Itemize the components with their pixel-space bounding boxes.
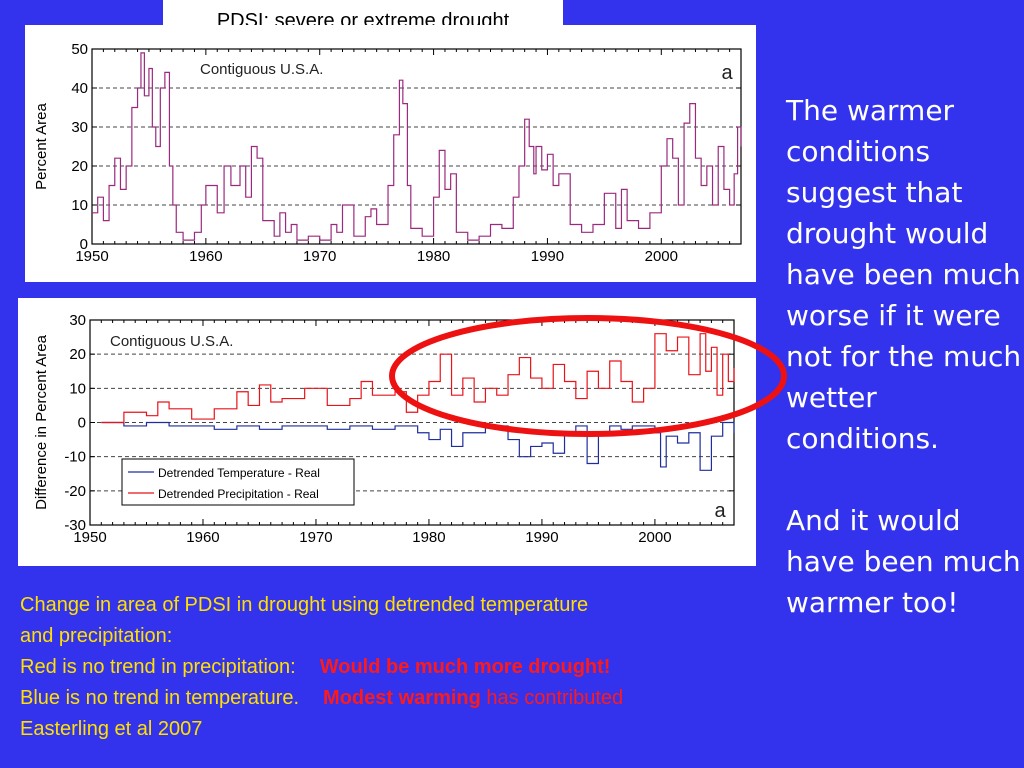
highlight-circle bbox=[389, 315, 787, 437]
x-tick-label: 2000 bbox=[638, 529, 671, 546]
y-tick-label: -30 bbox=[64, 517, 86, 534]
y-tick-label: -10 bbox=[64, 449, 86, 466]
caption-red-note: Red is no trend in precipitation: bbox=[20, 656, 296, 678]
y-tick-label: -20 bbox=[64, 483, 86, 500]
series-line-1 bbox=[101, 333, 735, 424]
y-tick-label: 10 bbox=[71, 197, 88, 214]
x-tick-label: 1970 bbox=[299, 529, 332, 546]
chart-panel-pdsi-area: 1950 1960 1970 1980 1990 2000 0 10 20 30 40 50 Perce… bbox=[25, 25, 756, 282]
panel-label: a bbox=[721, 62, 733, 84]
chart-annotation: Contiguous U.S.A. bbox=[110, 333, 233, 350]
figure-caption: Change in area of PDSI in drought using … bbox=[20, 590, 790, 745]
y-tick-label: 20 bbox=[69, 346, 86, 363]
y-tick-label: 30 bbox=[71, 119, 88, 136]
x-tick-label: 1970 bbox=[303, 248, 336, 265]
legend-label: Detrended Precipitation - Real bbox=[158, 487, 319, 501]
caption-line-2: and precipitation: bbox=[20, 625, 173, 647]
x-tick-label: 1990 bbox=[525, 529, 558, 546]
x-tick-label: 1990 bbox=[531, 248, 564, 265]
chart-annotation: Contiguous U.S.A. bbox=[200, 61, 323, 78]
legend-label: Detrended Temperature - Real bbox=[158, 466, 320, 480]
y-tick-label: 0 bbox=[78, 415, 86, 432]
caption-citation: Easterling et al 2007 bbox=[20, 718, 203, 740]
series-line-0 bbox=[101, 421, 735, 471]
legend-box bbox=[121, 458, 355, 506]
caption-blue-note: Blue is no trend in temperature. bbox=[20, 687, 300, 709]
x-tick-label: 1950 bbox=[73, 529, 106, 546]
series-line-0 bbox=[92, 52, 742, 241]
caption-modest-warming: Modest warming bbox=[323, 687, 481, 709]
y-axis-label: Percent Area bbox=[33, 102, 50, 189]
x-tick-label: 1960 bbox=[186, 529, 219, 546]
side-commentary: The warmer conditions suggest that droug… bbox=[786, 90, 1024, 623]
chart-svg-detrended-difference: 1950 1960 1970 1980 1990 2000 -30 -20 -10 0 10 20 30… bbox=[33, 312, 735, 546]
y-tick-label: 0 bbox=[80, 236, 88, 253]
x-tick-label: 1960 bbox=[189, 248, 222, 265]
y-tick-label: 20 bbox=[71, 158, 88, 175]
y-tick-label: 10 bbox=[69, 380, 86, 397]
side-text-warming: And it would have been much warmer too! bbox=[786, 504, 1021, 619]
y-tick-label: 30 bbox=[69, 312, 86, 329]
caption-line-1: Change in area of PDSI in drought using … bbox=[20, 594, 589, 616]
y-axis-label: Difference in Percent Area bbox=[33, 334, 50, 509]
caption-line-4: Blue is no trend in temperature. Modest w… bbox=[20, 683, 790, 714]
side-text-warmer: The warmer conditions suggest that droug… bbox=[786, 94, 1022, 455]
x-tick-label: 1950 bbox=[75, 248, 108, 265]
y-tick-label: 50 bbox=[71, 41, 88, 58]
panel-label: a bbox=[714, 500, 726, 522]
caption-has-contributed: has contributed bbox=[486, 687, 624, 709]
x-tick-label: 1980 bbox=[412, 529, 445, 546]
x-tick-label: 2000 bbox=[645, 248, 678, 265]
chart-svg-pdsi-area: 1950 1960 1970 1980 1990 2000 0 10 20 30 40 50 Perce… bbox=[33, 41, 742, 265]
caption-line-3: Red is no trend in precipitation: Would b… bbox=[20, 652, 790, 683]
y-tick-label: 40 bbox=[71, 80, 88, 97]
x-tick-label: 1980 bbox=[417, 248, 450, 265]
caption-red-emphasis: Would be much more drought! bbox=[319, 656, 611, 678]
